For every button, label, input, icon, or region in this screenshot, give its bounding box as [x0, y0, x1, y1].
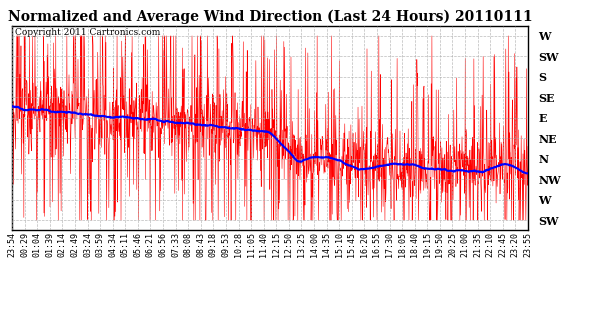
Title: Normalized and Average Wind Direction (Last 24 Hours) 20110111: Normalized and Average Wind Direction (L…: [8, 10, 532, 24]
Text: Copyright 2011 Cartronics.com: Copyright 2011 Cartronics.com: [14, 28, 160, 37]
